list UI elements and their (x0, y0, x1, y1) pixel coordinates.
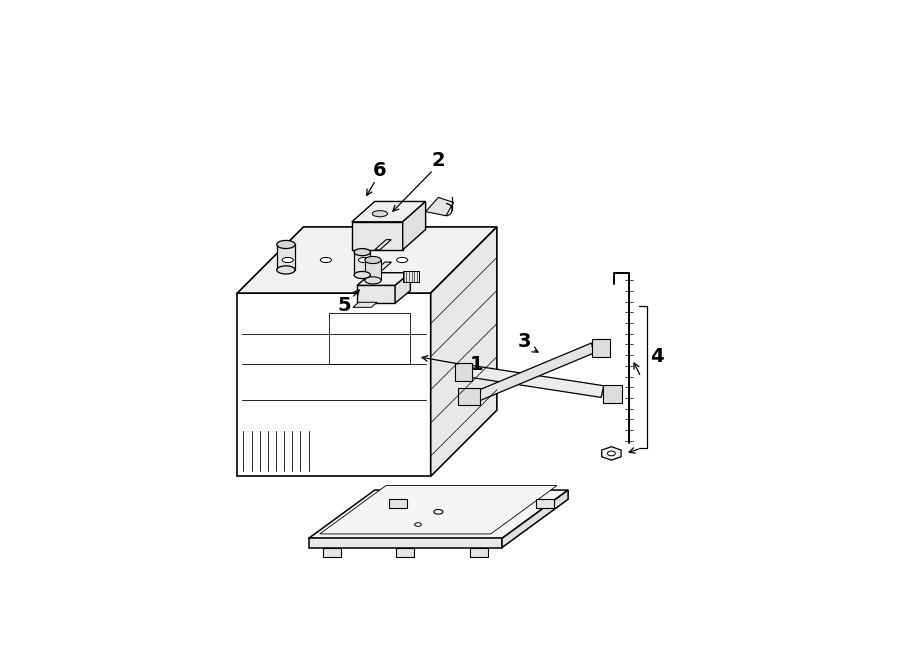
Polygon shape (375, 262, 392, 270)
Polygon shape (402, 272, 419, 282)
Ellipse shape (364, 277, 381, 284)
Polygon shape (477, 343, 594, 401)
Polygon shape (309, 490, 568, 539)
Polygon shape (603, 385, 622, 403)
Polygon shape (364, 260, 381, 280)
Polygon shape (374, 240, 392, 250)
Polygon shape (469, 366, 604, 397)
Text: 3: 3 (518, 332, 532, 351)
Polygon shape (591, 339, 610, 357)
Polygon shape (458, 388, 480, 405)
Ellipse shape (434, 510, 443, 514)
Polygon shape (328, 313, 410, 364)
Polygon shape (402, 202, 426, 250)
Text: 6: 6 (373, 161, 387, 180)
Polygon shape (353, 302, 377, 307)
Ellipse shape (354, 272, 371, 278)
Polygon shape (431, 227, 497, 477)
Polygon shape (470, 547, 488, 557)
Polygon shape (536, 499, 554, 508)
Polygon shape (357, 273, 410, 286)
Ellipse shape (373, 211, 388, 217)
Ellipse shape (276, 266, 295, 274)
Polygon shape (602, 447, 621, 460)
Polygon shape (352, 222, 402, 250)
Polygon shape (354, 252, 371, 275)
Text: 4: 4 (651, 347, 664, 366)
Polygon shape (238, 227, 497, 293)
Polygon shape (276, 245, 295, 270)
Polygon shape (395, 273, 410, 303)
Polygon shape (455, 364, 472, 381)
Polygon shape (320, 486, 557, 534)
Ellipse shape (608, 451, 616, 456)
Text: 1: 1 (470, 355, 483, 374)
Polygon shape (309, 539, 502, 547)
Polygon shape (352, 202, 426, 222)
Ellipse shape (320, 257, 331, 262)
Polygon shape (426, 198, 454, 215)
Ellipse shape (282, 257, 293, 262)
Ellipse shape (354, 249, 371, 256)
Polygon shape (322, 547, 341, 557)
Text: 2: 2 (431, 151, 446, 171)
Ellipse shape (397, 257, 408, 262)
Ellipse shape (364, 256, 381, 264)
Ellipse shape (358, 257, 370, 262)
Polygon shape (502, 490, 568, 547)
Ellipse shape (276, 241, 295, 249)
Ellipse shape (415, 523, 421, 526)
Polygon shape (357, 286, 395, 303)
Polygon shape (389, 499, 407, 508)
Polygon shape (396, 547, 414, 557)
Text: 5: 5 (338, 296, 351, 315)
Polygon shape (238, 293, 431, 477)
